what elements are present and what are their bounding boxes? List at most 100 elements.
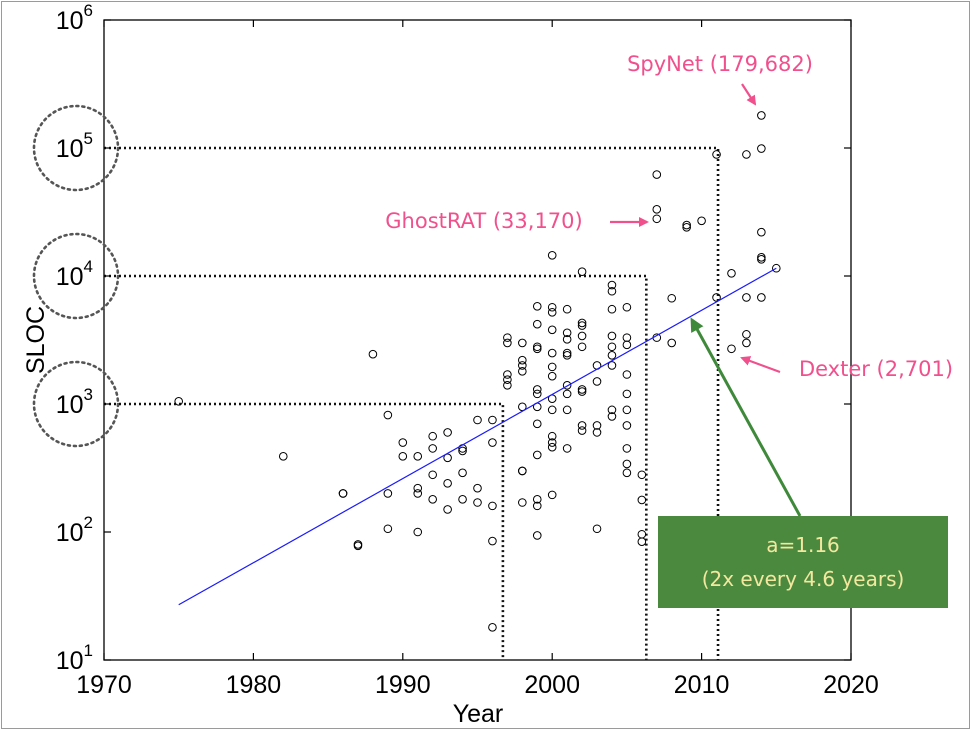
circled-ticks-layer [32, 104, 120, 448]
data-point [503, 338, 512, 348]
y-tick-exponent: 3 [84, 385, 93, 404]
data-point [532, 301, 542, 311]
data-point [622, 389, 632, 399]
data-point [518, 367, 527, 376]
data-point [577, 342, 587, 352]
data-point [577, 426, 587, 435]
data-point [577, 267, 587, 277]
data-point [488, 623, 497, 632]
y-tick-label: 102 [56, 513, 93, 547]
data-point [503, 375, 512, 384]
data-point [547, 371, 557, 381]
data-point [174, 396, 183, 406]
data-point [622, 444, 632, 453]
data-point [622, 340, 632, 350]
data-point [577, 318, 587, 328]
data-point [458, 446, 467, 456]
data-point [757, 144, 766, 153]
data-point [742, 293, 751, 302]
tick-highlight-circle [32, 360, 120, 448]
data-point [532, 450, 542, 460]
data-point [637, 495, 647, 505]
y-tick-label: 101 [56, 641, 93, 675]
data-point [547, 490, 557, 500]
data-point [413, 483, 423, 493]
data-point [622, 405, 632, 415]
y-tick-label: 103 [56, 385, 93, 419]
data-point [532, 495, 542, 504]
data-point [682, 220, 691, 230]
tick-highlight-circle [32, 104, 120, 192]
data-point [488, 438, 497, 447]
data-point [488, 536, 497, 546]
data-point [428, 431, 437, 441]
data-point [712, 150, 721, 159]
data-point [503, 380, 512, 390]
y-tick-exponent: 6 [84, 1, 93, 20]
data-point [518, 498, 527, 507]
data-point [757, 293, 766, 302]
data-point [652, 170, 662, 179]
data-point [353, 541, 363, 551]
data-point [562, 348, 572, 358]
data-point [562, 405, 572, 415]
data-point [532, 501, 542, 511]
axis-ticks-layer: 1970 1980 1990 2000 2010 20201011021031041051… [56, 1, 879, 699]
data-point [577, 331, 587, 341]
data-point [532, 342, 542, 352]
data-point [398, 438, 408, 447]
data-point [503, 333, 512, 342]
threshold-line [104, 274, 648, 660]
data-point [757, 111, 766, 120]
data-point [413, 527, 423, 537]
data-point [622, 468, 632, 478]
data-point [383, 524, 393, 534]
arrow-spynet [741, 83, 757, 106]
data-point [577, 387, 587, 396]
data-point [592, 421, 602, 430]
data-point [428, 470, 437, 480]
data-point [547, 362, 557, 372]
y-tick-label: 105 [56, 129, 93, 163]
data-point [577, 385, 587, 394]
data-point [607, 304, 617, 314]
data-point [607, 286, 617, 296]
data-point [547, 308, 557, 317]
y-tick-base: 10 [56, 135, 84, 163]
trend-line [178, 267, 777, 606]
x-axis-label: Year [453, 700, 504, 728]
data-point [473, 498, 482, 507]
data-point [532, 319, 542, 329]
annotation-spynet: SpyNet (179,682) [627, 52, 813, 76]
data-point [562, 304, 572, 314]
data-point [622, 421, 632, 430]
data-point [547, 405, 557, 415]
callout-box [658, 516, 948, 608]
data-point [428, 495, 437, 504]
data-point [368, 349, 378, 359]
data-point [428, 444, 437, 453]
arrow-dexter [740, 356, 781, 374]
x-tick-label: 1980 [226, 671, 282, 699]
data-point [518, 355, 527, 365]
annotation-dexter: Dexter (2,701) [799, 357, 953, 381]
data-point [338, 489, 348, 498]
y-tick-exponent: 2 [84, 513, 93, 532]
data-point [532, 419, 542, 429]
y-tick-label: 104 [56, 257, 93, 291]
data-point [562, 335, 572, 344]
data-point [742, 330, 751, 339]
annotation-ghostrat: GhostRAT (33,170) [385, 209, 582, 233]
y-tick-exponent: 5 [84, 129, 93, 148]
y-tick-exponent: 1 [84, 641, 93, 660]
data-point [473, 415, 482, 425]
y-tick-base: 10 [56, 647, 84, 675]
data-point [607, 280, 617, 290]
data-point [383, 489, 393, 498]
threshold-line [104, 146, 720, 660]
data-point [592, 377, 602, 386]
y-axis-label: SLOC [22, 306, 50, 374]
data-point [652, 214, 662, 224]
data-point [577, 321, 587, 330]
callout-slope: a=1.16 [766, 533, 840, 557]
